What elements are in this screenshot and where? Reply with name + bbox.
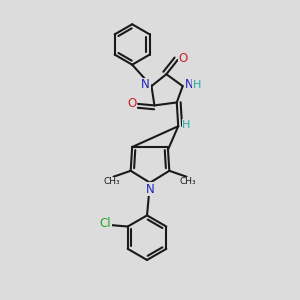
Text: O: O (178, 52, 188, 65)
Text: CH₃: CH₃ (103, 177, 120, 186)
Text: N: N (141, 78, 150, 91)
Text: N: N (185, 78, 194, 91)
Text: H: H (182, 120, 191, 130)
Text: Cl: Cl (99, 218, 111, 230)
Text: CH₃: CH₃ (180, 177, 196, 186)
Text: H: H (193, 80, 201, 90)
Text: O: O (128, 97, 137, 110)
Text: N: N (146, 183, 154, 196)
